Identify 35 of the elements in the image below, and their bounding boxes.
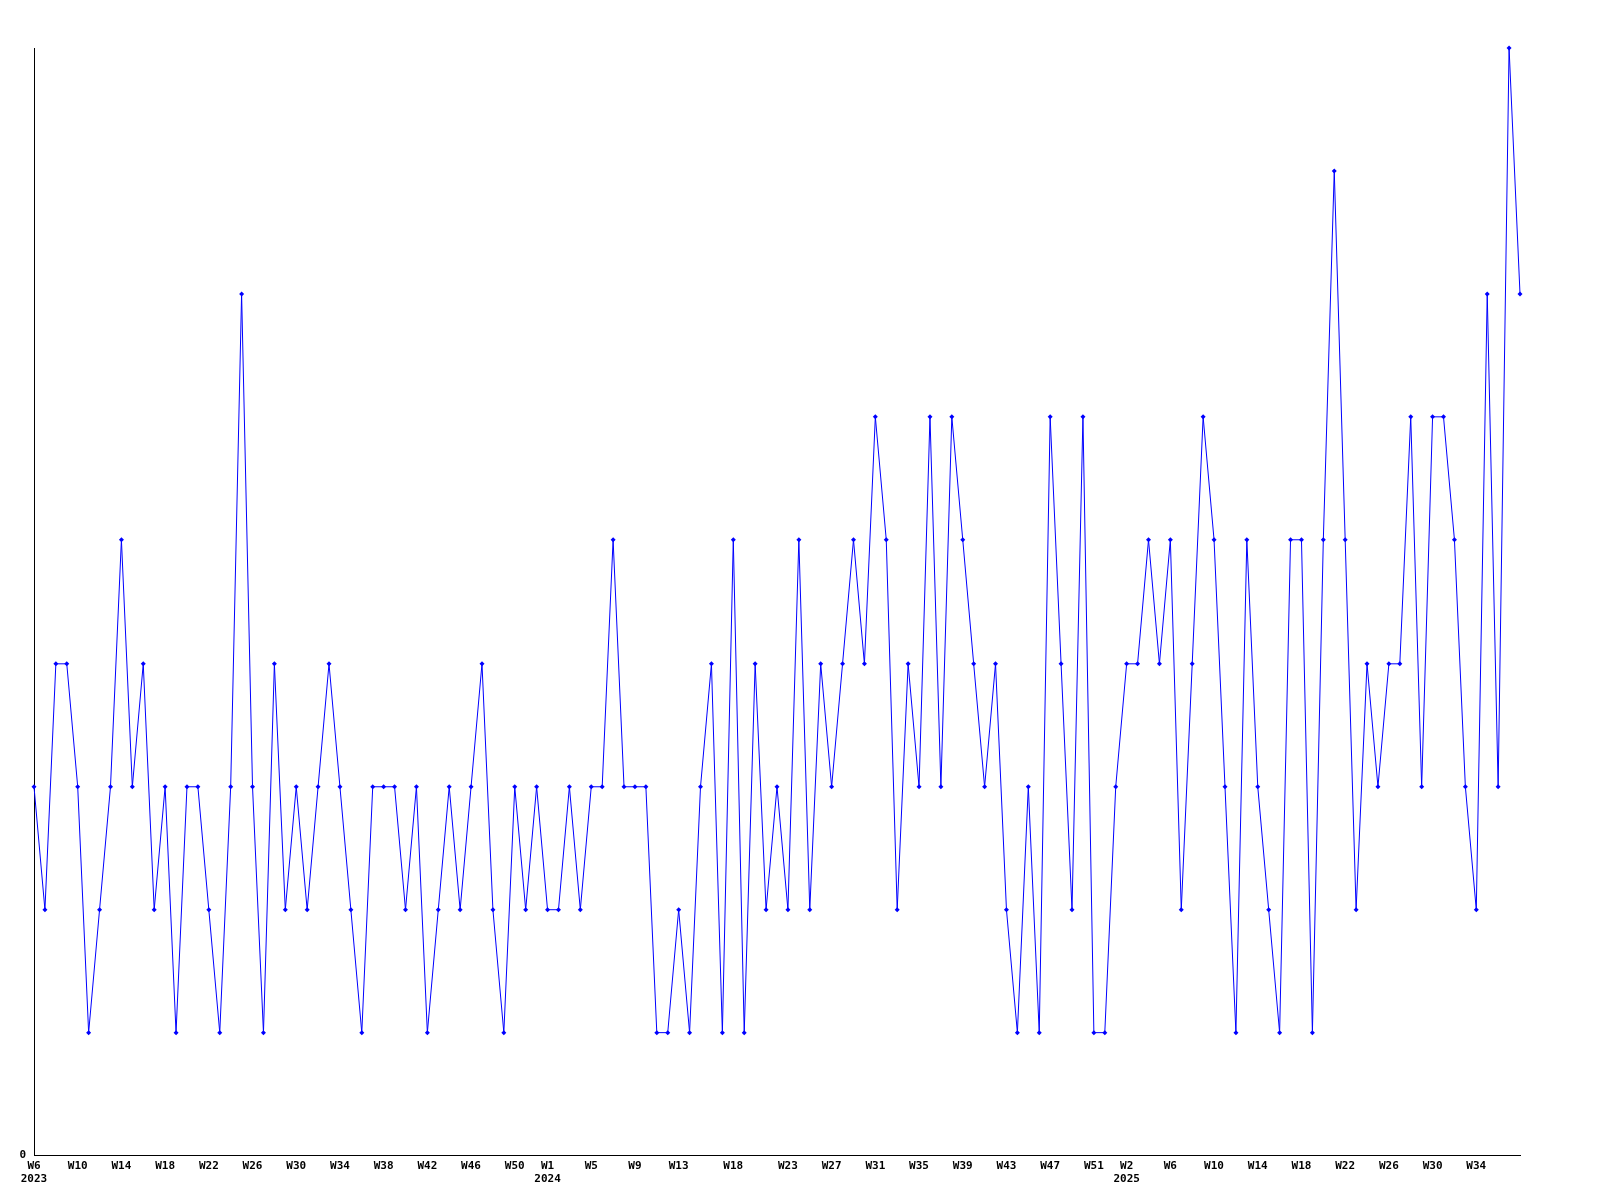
x-tick-label: W50 <box>504 1159 525 1173</box>
x-tick-label: W23 <box>777 1159 798 1173</box>
x-tick-label: W22 <box>1335 1159 1356 1173</box>
x-tick-label: W6 <box>1163 1159 1178 1173</box>
x-tick-label: W10 <box>1204 1159 1224 1173</box>
x-tick-label: W2 2025 <box>1113 1159 1140 1186</box>
x-tick-label: W13 <box>668 1159 689 1173</box>
x-tick-label: W39 <box>952 1159 973 1173</box>
x-tick-label: W30 <box>1422 1159 1443 1173</box>
x-tick-label: W46 <box>461 1159 482 1173</box>
x-tick-label: W34 <box>330 1159 351 1173</box>
x-tick-label: W47 <box>1040 1159 1061 1173</box>
x-tick-label: W26 <box>1378 1159 1400 1173</box>
x-tick-label: W26 <box>242 1159 263 1173</box>
x-tick-label: W30 <box>286 1159 307 1173</box>
x-tick-label: W22 <box>198 1159 219 1173</box>
x-tick-label: W34 <box>1466 1159 1487 1173</box>
x-tick-label: W27 <box>821 1159 842 1173</box>
x-tick-label: W1 2024 <box>534 1159 562 1186</box>
x-tick-label: W6 2023 <box>20 1159 48 1186</box>
x-tick-label: W14 <box>111 1159 132 1173</box>
x-tick-label: W42 <box>417 1159 438 1173</box>
x-tick-label: W18 <box>723 1159 744 1173</box>
x-tick-label: W14 <box>1247 1159 1269 1173</box>
x-tick-label: W9 <box>628 1159 642 1173</box>
x-tick-label: W51 <box>1083 1159 1105 1173</box>
x-tick-label: W18 <box>155 1159 176 1173</box>
x-tick-label: W35 <box>909 1159 929 1173</box>
x-tick-label: W10 <box>67 1159 88 1173</box>
x-tick-label: W43 <box>996 1159 1017 1173</box>
x-tick-label: W5 <box>584 1159 598 1173</box>
x-tick-label: W18 <box>1291 1159 1312 1173</box>
text: 0 <box>19 1148 26 1162</box>
x-tick-label: W31 <box>865 1159 886 1173</box>
x-tick-label: W38 <box>373 1159 394 1173</box>
